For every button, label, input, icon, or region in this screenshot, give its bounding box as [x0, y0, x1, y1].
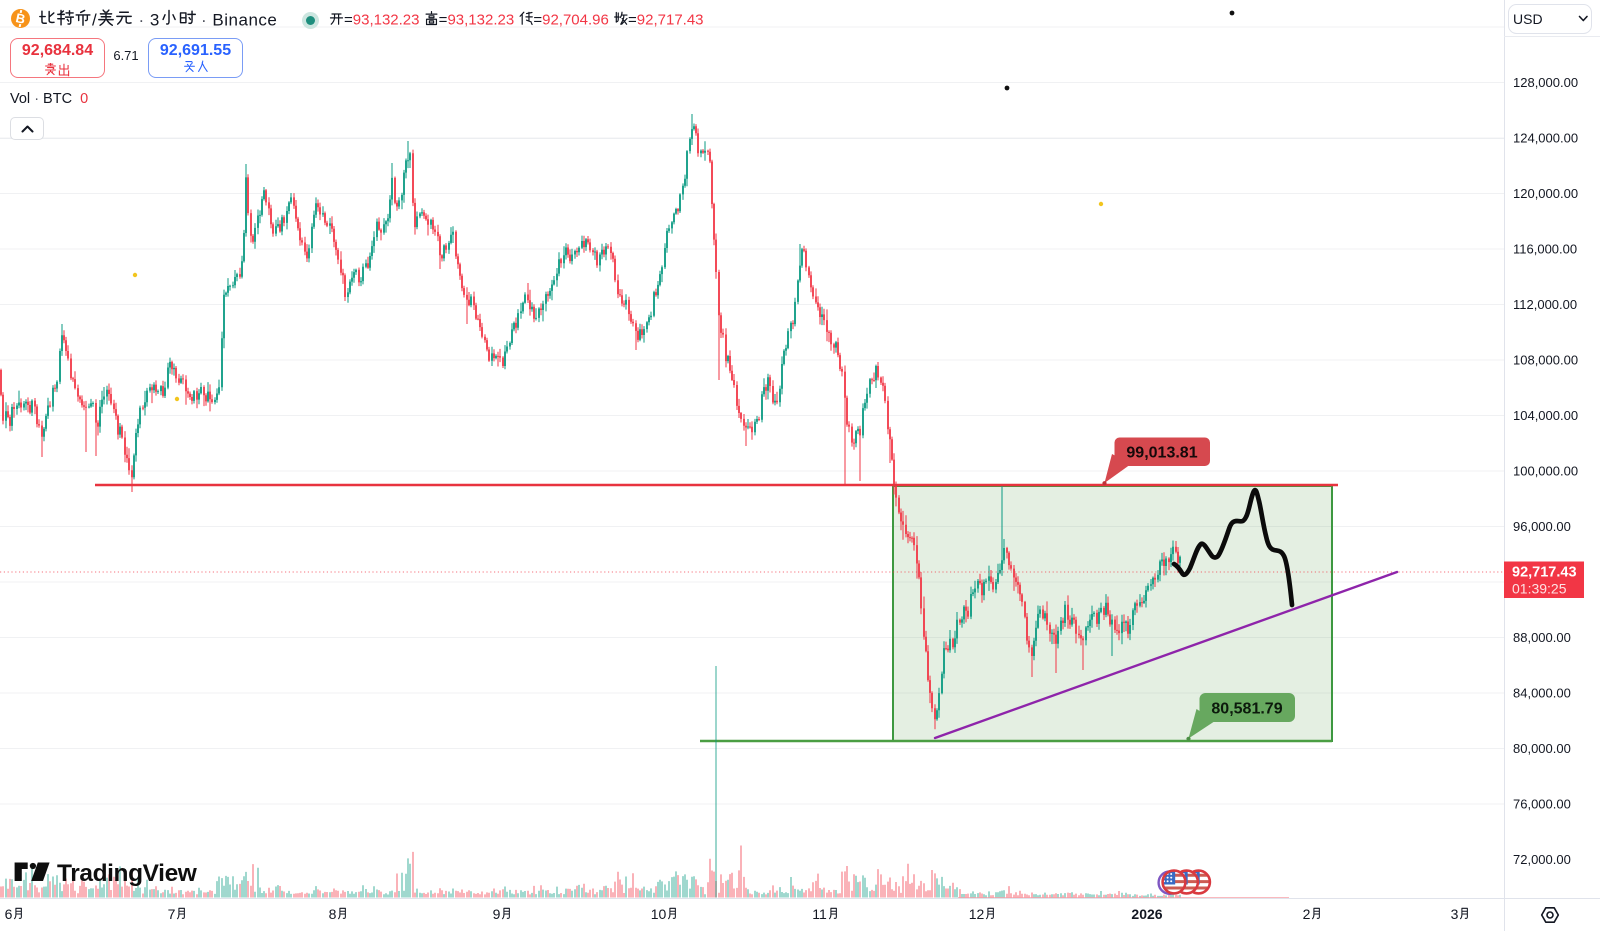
svg-text:88,000.00: 88,000.00 [1513, 630, 1571, 645]
svg-text:120,000.00: 120,000.00 [1513, 186, 1578, 201]
svg-text:72,000.00: 72,000.00 [1513, 852, 1571, 867]
svg-text:116,000.00: 116,000.00 [1513, 242, 1577, 257]
svg-text:80,000.00: 80,000.00 [1513, 741, 1571, 756]
svg-text:99,013.81: 99,013.81 [1126, 445, 1197, 462]
svg-text:76,000.00: 76,000.00 [1513, 797, 1571, 812]
svg-text:128,000.00: 128,000.00 [1513, 75, 1578, 90]
svg-text:96,000.00: 96,000.00 [1513, 519, 1571, 534]
svg-text:80,581.79: 80,581.79 [1211, 701, 1282, 718]
svg-text:124,000.00: 124,000.00 [1513, 131, 1578, 146]
svg-text:92,717.43: 92,717.43 [1512, 565, 1577, 581]
svg-text:104,000.00: 104,000.00 [1513, 408, 1578, 423]
svg-text:108,000.00: 108,000.00 [1513, 353, 1578, 368]
svg-text:01:39:25: 01:39:25 [1512, 581, 1567, 597]
svg-text:100,000.00: 100,000.00 [1513, 464, 1578, 479]
svg-text:84,000.00: 84,000.00 [1513, 686, 1571, 701]
svg-text:USD: USD [1513, 11, 1543, 27]
svg-text:112,000.00: 112,000.00 [1513, 297, 1577, 312]
svg-text:TradingView: TradingView [57, 860, 198, 887]
